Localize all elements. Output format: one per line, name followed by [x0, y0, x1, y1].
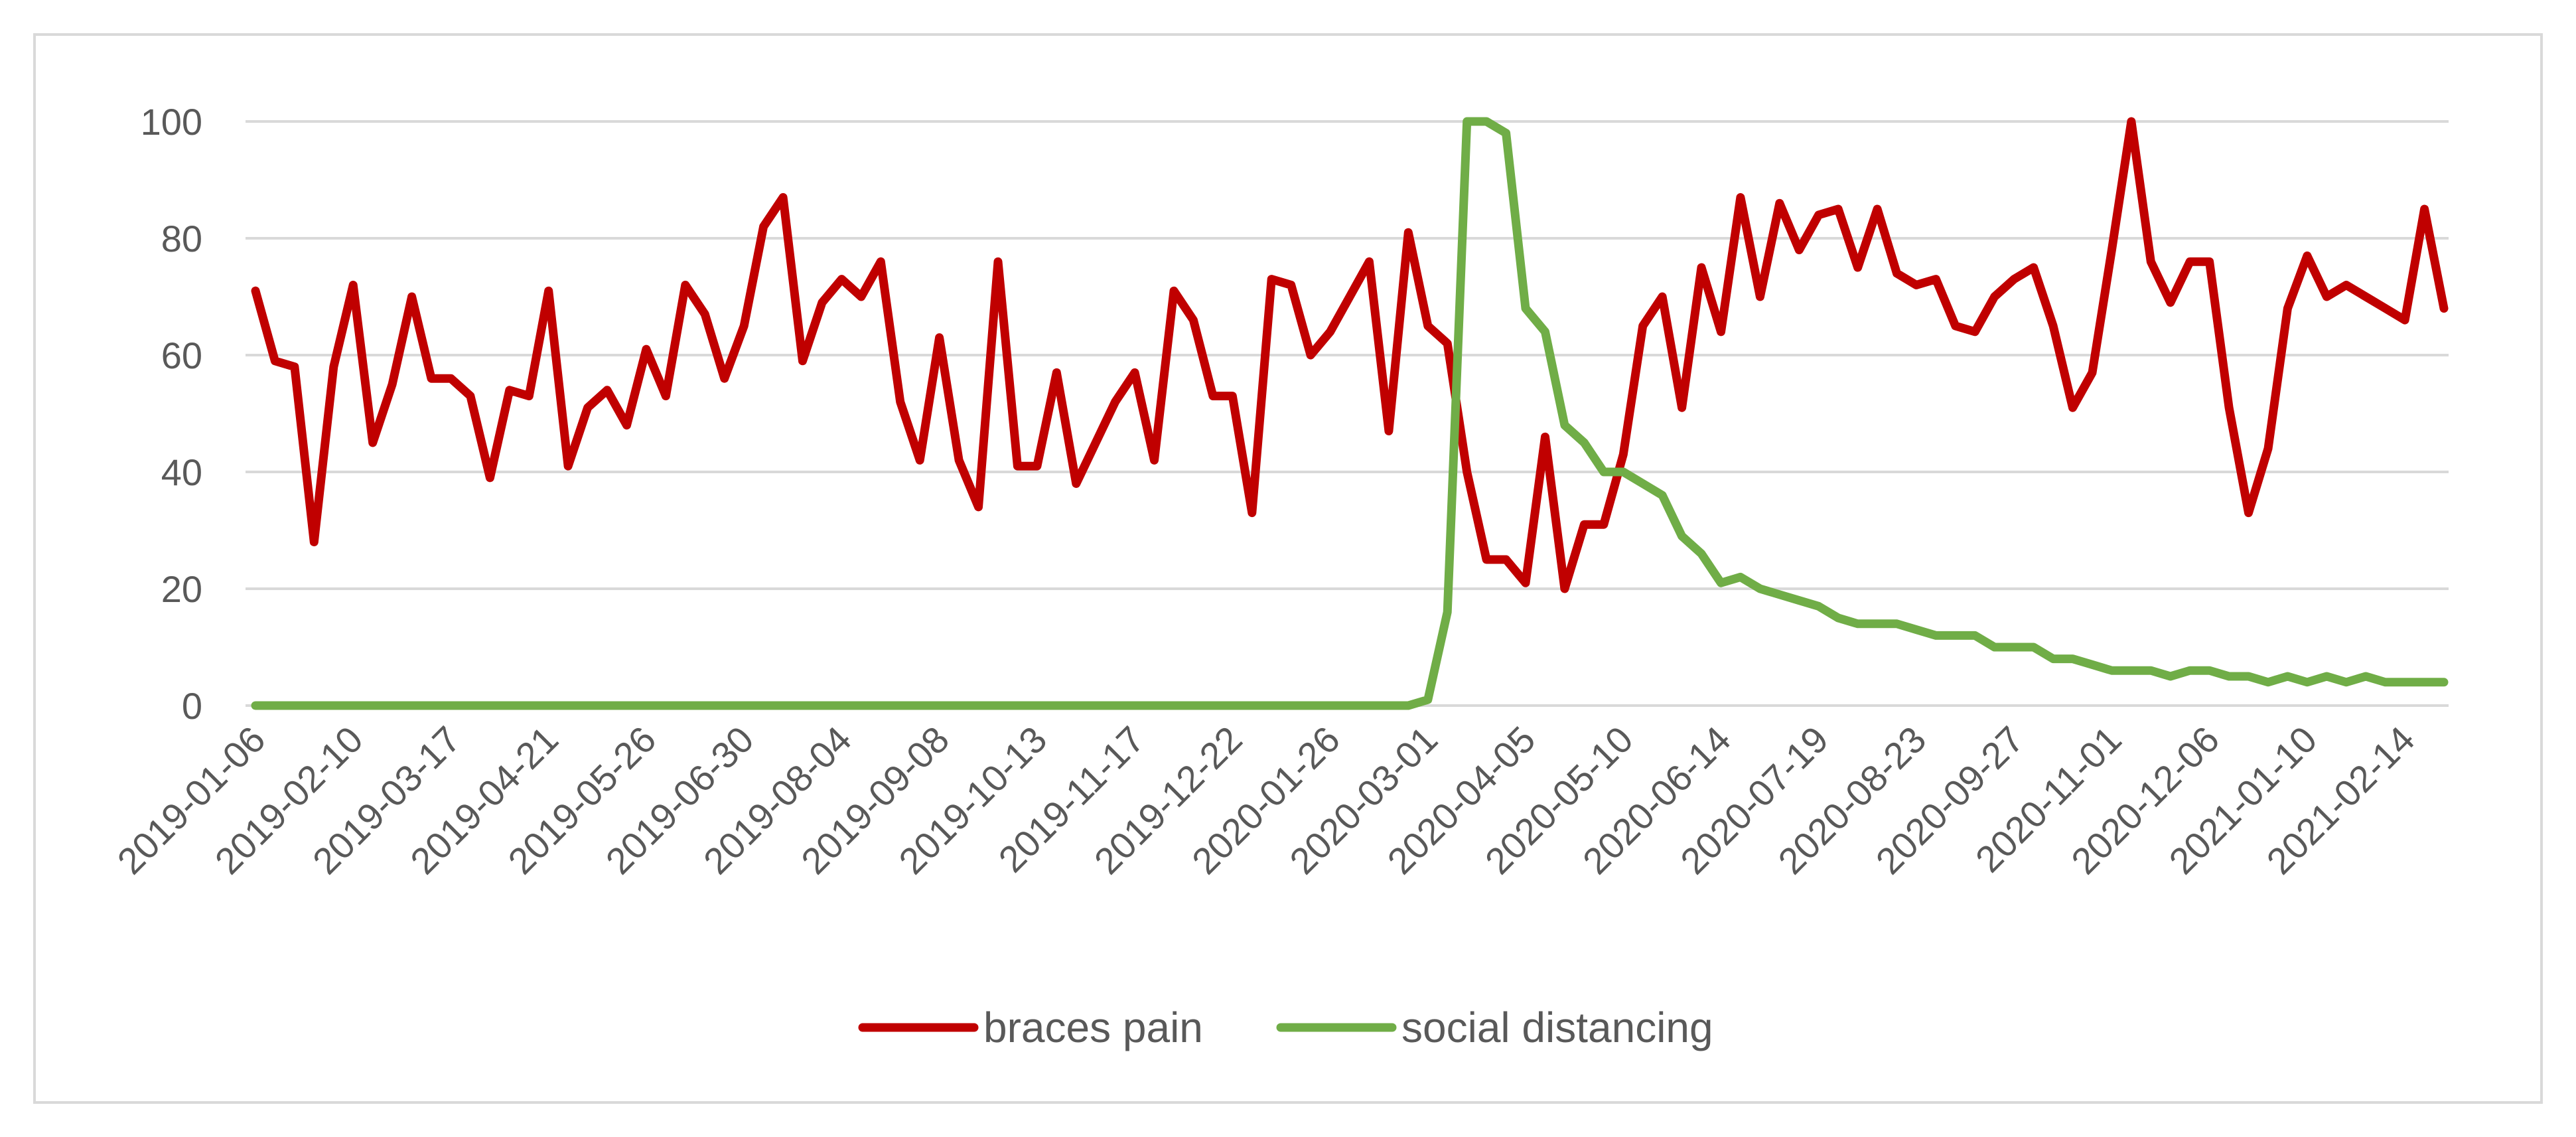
- y-tick-label: 40: [161, 451, 202, 493]
- chart-frame: [33, 33, 2543, 1104]
- series-lines: [251, 117, 2449, 710]
- series-line-1: [251, 117, 2449, 710]
- legend-label: braces pain: [983, 1004, 1203, 1051]
- y-tick-label: 100: [141, 101, 202, 143]
- y-axis-ticks: 0 20 40 60 80 100: [141, 101, 202, 727]
- y-tick-label: 60: [161, 335, 202, 376]
- y-tick-label: 20: [161, 568, 202, 610]
- y-tick-label: 80: [161, 218, 202, 260]
- legend: braces pain social distancing: [858, 1004, 1713, 1051]
- legend-label: social distancing: [1401, 1004, 1713, 1051]
- series-line-0: [251, 117, 2449, 593]
- x-axis-ticks: 2019-01-062019-02-102019-03-172019-04-21…: [109, 718, 2422, 882]
- y-tick-label: 0: [182, 685, 202, 727]
